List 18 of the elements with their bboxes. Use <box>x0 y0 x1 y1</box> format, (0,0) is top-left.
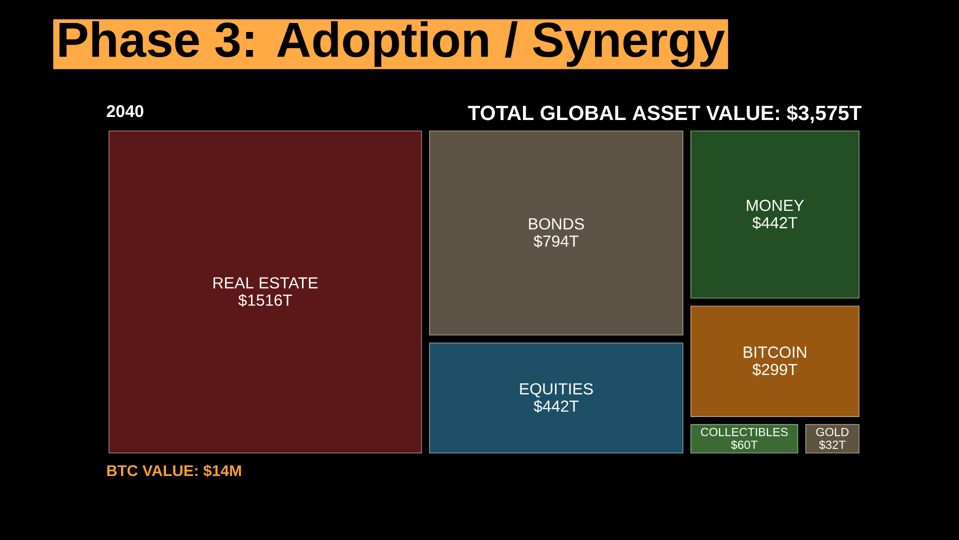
data-label: $1516T <box>238 294 292 307</box>
text: BTC VALUE: $14M <box>107 464 241 478</box>
category-label: BONDS <box>529 218 584 230</box>
data-label: $442T <box>534 400 579 413</box>
data-label: $299T <box>752 363 798 376</box>
category-label: GOLD <box>816 428 849 436</box>
text: 2040 <box>106 105 144 118</box>
category-label: EQUITIES <box>520 383 593 398</box>
data-label: $32T <box>819 440 846 450</box>
data-label: $442T <box>752 216 798 230</box>
data-label: $794T <box>534 234 579 248</box>
text: Phase 3: Adoption / Synergy <box>59 21 725 68</box>
category-label: BITCOIN <box>744 346 806 358</box>
text: TOTAL GLOBAL ASSET VALUE: $3,575T <box>468 104 862 124</box>
category-label: REAL ESTATE <box>214 277 318 289</box>
category-label: MONEY <box>746 200 804 212</box>
category-label: COLLECTIBLES <box>700 428 788 436</box>
data-label: $60T <box>730 440 758 450</box>
